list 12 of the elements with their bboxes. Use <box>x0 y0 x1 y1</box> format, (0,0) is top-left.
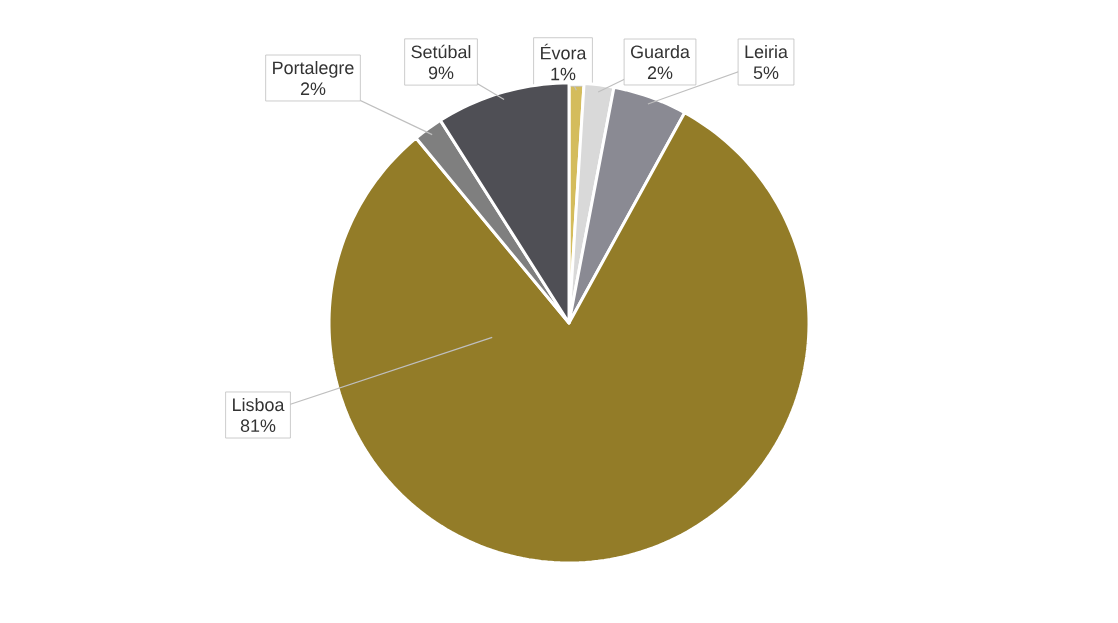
data-label: 5% <box>753 66 779 80</box>
data-label: 2% <box>647 66 673 79</box>
data-label: 2% <box>300 82 326 95</box>
data-label: 9% <box>428 66 454 80</box>
slice-label: Évora <box>541 43 587 60</box>
slice-label: Guarda <box>631 44 690 59</box>
slice-label: Lisboa <box>233 397 285 412</box>
data-label: 1% <box>551 67 576 81</box>
data-label: 81% <box>240 419 276 433</box>
slice-label: Setúbal <box>411 44 471 59</box>
slice-label: Leiria <box>745 44 788 59</box>
slice-label: Portalegre <box>273 60 354 78</box>
